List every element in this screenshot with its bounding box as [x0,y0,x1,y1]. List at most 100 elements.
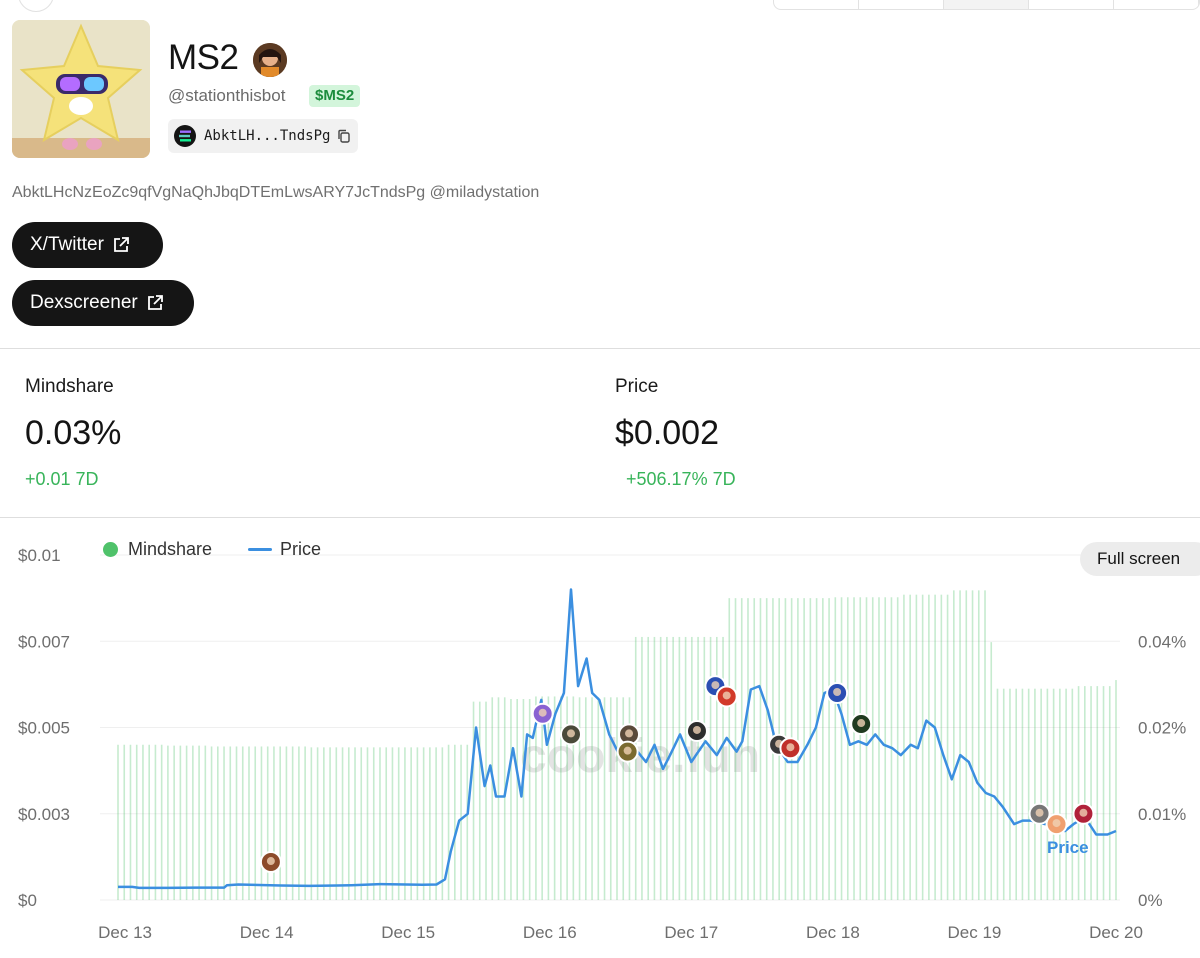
mindshare-bar [928,594,930,900]
mindshare-bar [1021,688,1024,900]
mindshare-bar [1027,688,1030,900]
event-avatar-face [1079,808,1088,817]
mindshare-bar [591,697,593,900]
mindshare-bar [528,699,531,900]
mindshare-bar [535,696,537,900]
mindshare-bar [397,747,400,900]
price-series-tag: Price [1047,838,1089,857]
mindshare-bar [828,598,830,900]
price-change: +506.17% 7D [626,469,736,489]
mindshare-bar [903,594,905,900]
back-button[interactable] [18,0,54,12]
mindshare-bar [909,594,911,900]
mindshare-bar [691,636,693,900]
token-avatar [12,20,150,158]
x-tick-label: Dec 19 [948,923,1002,942]
mindshare-bar [871,597,874,900]
legend-mindshare[interactable]: Mindshare [103,539,212,560]
mindshare-bar [666,636,668,900]
event-avatar-face [857,719,866,728]
mindshare-bar [1090,686,1092,900]
mindshare-bar [572,696,575,900]
token-name: MS2 [168,38,239,77]
x-tick-label: Dec 15 [381,923,435,942]
mindshare-bar [541,696,543,900]
mindshare-bar [1102,686,1105,900]
solana-icon [174,125,196,147]
mindshare-bar [123,744,126,900]
token-handle[interactable]: @stationthisbot [168,86,286,105]
mindshare-price-chart[interactable]: cookie.fun $0$0.003$0.005$0.007$0.01 0%0… [0,519,1200,958]
mindshare-bar [298,746,300,900]
y-right-tick-label: 0.01% [1138,805,1186,824]
mindshare-bar [248,746,250,900]
mindshare-bar [977,590,980,900]
mindshare-bar [659,636,662,900]
mindshare-bar [953,590,955,900]
mindshare-legend-dot [103,542,118,557]
mindshare-bar [198,745,200,900]
mindshare-bar [435,747,437,900]
segment[interactable] [774,0,859,9]
timeframe-segmented-control[interactable] [773,0,1200,10]
mindshare-bar [634,636,637,900]
mindshare-bar [1096,686,1099,900]
segment[interactable] [1029,0,1114,9]
mindshare-bar [192,745,194,900]
segment-active[interactable] [944,0,1029,9]
mindshare-bar [884,597,887,900]
mindshare-bar [135,744,138,900]
mindshare-bar [896,597,899,900]
mindshare-bar [566,696,568,900]
mindshare-bar [366,747,369,900]
mindshare-bar [491,697,494,900]
mindshare-bar [996,688,999,900]
price-value: $0.002 [615,414,719,452]
mindshare-bar [697,636,699,900]
legend-price-label: Price [280,539,322,559]
fullscreen-button[interactable]: Full screen [1080,542,1200,576]
mindshare-bar [809,598,812,900]
segment[interactable] [1114,0,1199,9]
dexscreener-link-button[interactable]: Dexscreener [12,280,194,326]
event-avatar-face [711,681,720,690]
mindshare-bar [597,697,600,900]
mindshare-bar [347,747,350,900]
mindshare-bar [934,594,936,900]
mindshare-bar [522,699,525,900]
mindshare-bar [1034,688,1036,900]
mindshare-bar [266,746,269,900]
event-avatar-face [722,691,731,700]
mindshare-bar [441,747,444,900]
mindshare-bar [1084,686,1086,900]
external-link-icon [147,295,163,310]
creator-avatar[interactable] [253,43,287,77]
mindshare-bar [616,697,618,900]
y-right-tick-label: 0.02% [1138,719,1186,738]
segment[interactable] [859,0,944,9]
mindshare-bar [497,697,500,900]
mindshare-value: 0.03% [25,414,122,452]
contract-address-text: AbktLH...TndsPg [204,128,331,144]
mindshare-bar [753,598,756,900]
mindshare-bar [765,598,768,900]
x-tick-label: Dec 18 [806,923,860,942]
y-left-tick-label: $0.005 [18,719,70,738]
mindshare-bar [709,636,712,900]
event-avatar-face [266,857,275,866]
mindshare-bar [410,747,412,900]
mindshare-bar [560,696,562,900]
twitter-link-label: X/Twitter [30,234,104,255]
x-tick-label: Dec 13 [98,923,152,942]
mindshare-bar [740,598,743,900]
price-series-line [118,588,1117,890]
x-tick-label: Dec 14 [240,923,294,942]
twitter-link-button[interactable]: X/Twitter [12,222,163,268]
x-tick-label: Dec 20 [1089,923,1143,942]
legend-price[interactable]: Price [248,539,321,560]
copy-icon[interactable] [337,129,351,143]
contract-address-chip[interactable]: AbktLH...TndsPg [168,119,358,153]
event-avatar-face [625,729,634,738]
mindshare-bar [316,747,319,900]
y-left-tick-label: $0.003 [18,805,70,824]
